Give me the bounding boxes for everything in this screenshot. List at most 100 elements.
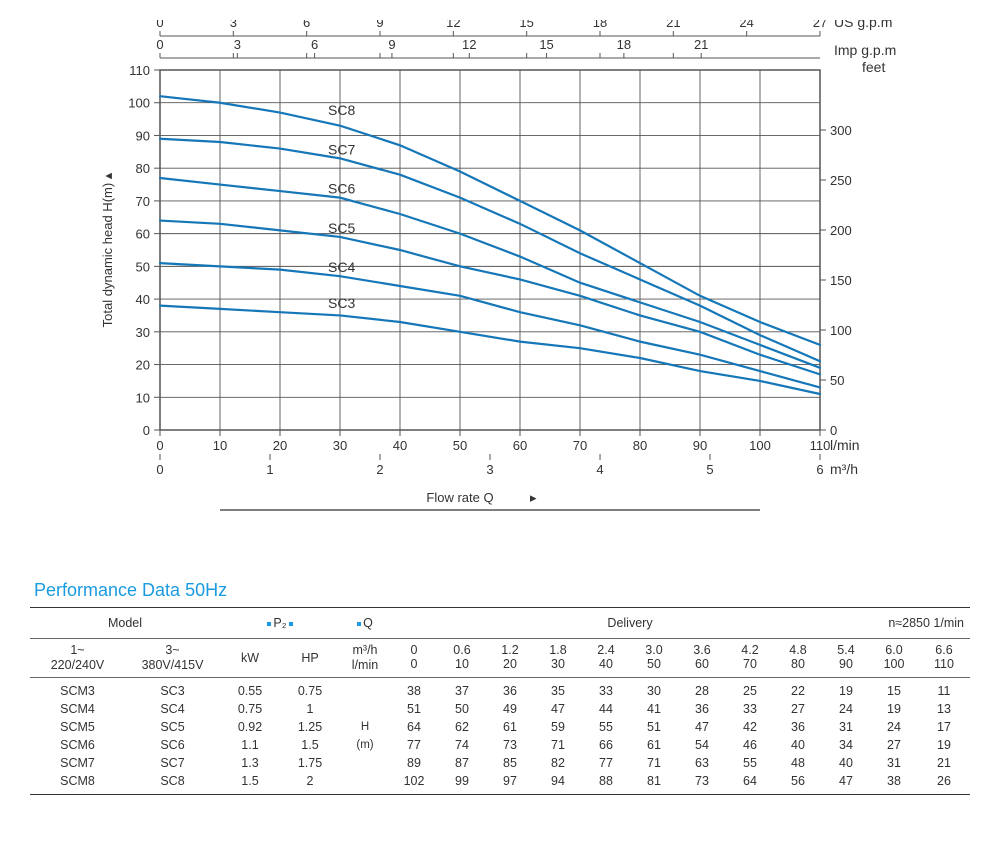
svg-text:24: 24 — [739, 20, 753, 30]
cell-model-3p: SC4 — [125, 700, 220, 718]
cell-h — [340, 700, 390, 718]
svg-text:110: 110 — [129, 63, 150, 78]
hdr-delivery: Delivery — [390, 608, 870, 638]
cell-value: 88 — [582, 772, 630, 790]
svg-text:20: 20 — [273, 438, 287, 453]
svg-text:feet: feet — [862, 59, 885, 75]
table-row: SCM6SC61.11.5(m)777473716661544640342719 — [30, 736, 970, 754]
svg-text:0: 0 — [830, 423, 837, 438]
svg-text:9: 9 — [376, 20, 383, 30]
cell-h: H — [340, 718, 390, 736]
hdr-q-col: 1.220 — [486, 639, 534, 677]
hdr-p2: P₂ — [220, 608, 340, 638]
cell-value: 24 — [870, 718, 918, 736]
table-row: SCM4SC40.751515049474441363327241913 — [30, 700, 970, 718]
hdr-q: Q — [340, 608, 390, 638]
svg-text:▸: ▸ — [530, 490, 537, 505]
table-row: SCM8SC81.521029997948881736456473826 — [30, 772, 970, 790]
cell-hp: 1.5 — [280, 736, 340, 754]
cell-model-1p: SCM5 — [30, 718, 125, 736]
cell-value: 85 — [486, 754, 534, 772]
cell-model-1p: SCM8 — [30, 772, 125, 790]
cell-value: 33 — [582, 682, 630, 700]
cell-value: 94 — [534, 772, 582, 790]
hdr-hp: HP — [280, 639, 340, 677]
cell-value: 66 — [582, 736, 630, 754]
svg-text:21: 21 — [694, 37, 708, 52]
cell-value: 61 — [630, 736, 678, 754]
cell-value: 102 — [390, 772, 438, 790]
cell-model-3p: SC3 — [125, 682, 220, 700]
svg-text:0: 0 — [156, 438, 163, 453]
hdr-1phase: 1~220/240V — [30, 639, 125, 677]
cell-value: 47 — [534, 700, 582, 718]
svg-text:6: 6 — [311, 37, 318, 52]
svg-text:70: 70 — [136, 194, 150, 209]
table-row: SCM3SC30.550.75383736353330282522191511 — [30, 682, 970, 700]
cell-value: 51 — [390, 700, 438, 718]
hdr-q-col: 00 — [390, 639, 438, 677]
hdr-model: Model — [30, 608, 220, 638]
cell-kw: 1.1 — [220, 736, 280, 754]
cell-value: 71 — [630, 754, 678, 772]
svg-text:0: 0 — [143, 423, 150, 438]
svg-text:2: 2 — [376, 462, 383, 477]
cell-value: 25 — [726, 682, 774, 700]
table-row: SCM7SC71.31.75898785827771635548403121 — [30, 754, 970, 772]
cell-value: 37 — [438, 682, 486, 700]
cell-value: 41 — [630, 700, 678, 718]
svg-text:12: 12 — [446, 20, 460, 30]
cell-model-3p: SC7 — [125, 754, 220, 772]
hdr-q-col: 3.050 — [630, 639, 678, 677]
perf-data-title: Performance Data 50Hz — [34, 580, 970, 601]
svg-text:9: 9 — [388, 37, 395, 52]
cell-value: 73 — [486, 736, 534, 754]
svg-text:10: 10 — [136, 390, 150, 405]
cell-value: 48 — [774, 754, 822, 772]
cell-kw: 1.3 — [220, 754, 280, 772]
cell-value: 36 — [486, 682, 534, 700]
cell-value: 34 — [822, 736, 870, 754]
svg-text:21: 21 — [666, 20, 680, 30]
svg-text:18: 18 — [617, 37, 631, 52]
svg-text:250: 250 — [830, 173, 852, 188]
svg-text:SC8: SC8 — [328, 102, 355, 118]
cell-value: 35 — [534, 682, 582, 700]
cell-value: 64 — [390, 718, 438, 736]
svg-text:0: 0 — [156, 20, 163, 30]
cell-value: 77 — [582, 754, 630, 772]
hdr-q-col: 1.830 — [534, 639, 582, 677]
cell-model-1p: SCM3 — [30, 682, 125, 700]
cell-value: 26 — [918, 772, 970, 790]
cell-value: 63 — [678, 754, 726, 772]
cell-value: 44 — [582, 700, 630, 718]
cell-value: 42 — [726, 718, 774, 736]
cell-value: 59 — [534, 718, 582, 736]
cell-kw: 0.75 — [220, 700, 280, 718]
cell-value: 54 — [678, 736, 726, 754]
cell-value: 24 — [822, 700, 870, 718]
cell-value: 38 — [390, 682, 438, 700]
svg-text:150: 150 — [830, 273, 852, 288]
svg-text:80: 80 — [136, 161, 150, 176]
svg-text:SC6: SC6 — [328, 181, 355, 197]
cell-hp: 0.75 — [280, 682, 340, 700]
svg-text:18: 18 — [593, 20, 607, 30]
cell-value: 36 — [678, 700, 726, 718]
hdr-q-col: 4.270 — [726, 639, 774, 677]
cell-value: 62 — [438, 718, 486, 736]
cell-value: 82 — [534, 754, 582, 772]
cell-value: 97 — [486, 772, 534, 790]
cell-value: 77 — [390, 736, 438, 754]
hdr-q-col: 6.0100 — [870, 639, 918, 677]
cell-hp: 1.75 — [280, 754, 340, 772]
svg-text:US g.p.m: US g.p.m — [834, 20, 892, 30]
cell-value: 81 — [630, 772, 678, 790]
hdr-q-col: 2.440 — [582, 639, 630, 677]
cell-value: 17 — [918, 718, 970, 736]
cell-value: 31 — [822, 718, 870, 736]
svg-text:Flow rate Q: Flow rate Q — [426, 490, 493, 505]
cell-value: 36 — [774, 718, 822, 736]
cell-value: 55 — [726, 754, 774, 772]
svg-text:100: 100 — [128, 96, 150, 111]
